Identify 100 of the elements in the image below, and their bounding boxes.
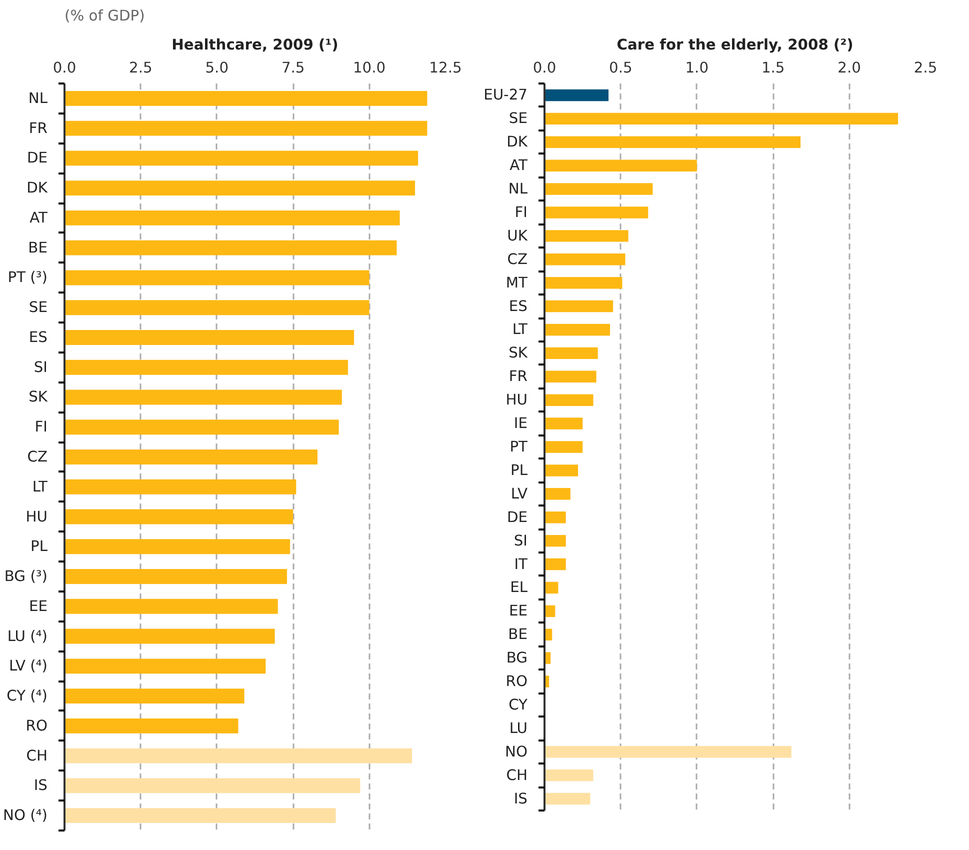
y-tick-label: DE [506, 508, 528, 526]
y-tick-label: NL [28, 90, 48, 107]
bar [64, 390, 342, 405]
bar [64, 718, 238, 734]
chart-title: Healthcare, 2009 (¹) [172, 36, 338, 54]
bar [64, 120, 428, 136]
bar [544, 347, 598, 360]
bar [544, 276, 622, 289]
bar [544, 558, 566, 570]
y-tick-label: FI [34, 418, 48, 436]
y-tick-label: CY (⁴) [6, 688, 48, 705]
bar [544, 792, 590, 805]
bar [64, 330, 354, 345]
bar [544, 534, 566, 547]
x-tick-label: 10.0 [352, 60, 386, 76]
bar [64, 270, 370, 286]
bar [544, 112, 898, 125]
chart-title: Care for the elderly, 2008 (²) [616, 36, 854, 54]
y-tick-label: IT [514, 556, 528, 573]
y-tick-label: NO [505, 743, 528, 760]
bar [64, 569, 288, 584]
y-tick-label: EL [510, 579, 528, 596]
y-tick-label: SI [34, 358, 48, 376]
y-tick-label: NL [508, 180, 528, 198]
x-tick-label: 12.5 [429, 60, 462, 76]
x-tick-label: 2.5 [914, 60, 938, 76]
x-tick-label: 7.5 [281, 60, 305, 76]
bar [544, 746, 792, 758]
y-tick-label: PT [510, 438, 528, 456]
bar [544, 206, 648, 218]
bar [64, 628, 275, 644]
y-tick-label: BE [28, 239, 48, 256]
y-tick-label: EE [28, 598, 48, 615]
y-tick-label: SI [514, 532, 528, 550]
y-tick-label: EU-27 [484, 86, 528, 104]
y-tick-label: MT [506, 274, 528, 292]
bar [64, 539, 290, 554]
y-tick-label: FR [508, 368, 528, 386]
y-tick-label: CZ [27, 448, 48, 466]
y-tick-label: PL [510, 462, 528, 479]
y-tick-label: HU [506, 392, 528, 409]
bar [64, 598, 278, 614]
bar [544, 418, 583, 430]
bar [64, 240, 397, 256]
y-tick-label: UK [507, 227, 528, 244]
y-tick-label: HU [26, 508, 48, 526]
y-tick-label: IS [34, 777, 48, 794]
x-tick-label: 1.5 [761, 60, 785, 76]
y-tick-label: RO [26, 717, 48, 734]
y-tick-label: PT (³) [8, 269, 48, 286]
bar [64, 509, 294, 524]
bar [64, 808, 336, 824]
y-tick-label: PL [30, 538, 48, 556]
y-tick-label: LU (⁴) [7, 628, 48, 645]
bar [544, 488, 570, 500]
bar [544, 89, 609, 102]
y-tick-label: LV (⁴) [8, 658, 48, 675]
bar [64, 360, 348, 375]
y-tick-label: DK [506, 134, 528, 151]
bar [544, 183, 653, 195]
bar [544, 324, 610, 336]
y-tick-label: DE [26, 150, 48, 167]
y-tick-label: SE [508, 110, 528, 128]
y-tick-label: RO [506, 673, 528, 690]
bar [64, 420, 339, 435]
chart-subtitle: (% of GDP) [64, 8, 145, 24]
y-tick-label: DK [26, 180, 48, 197]
bar [544, 136, 801, 148]
x-tick-label: 0.5 [609, 60, 632, 76]
bar [544, 300, 614, 312]
bar [64, 479, 296, 494]
y-tick-label: IE [514, 415, 528, 432]
y-tick-label: LT [32, 478, 48, 496]
bar [64, 300, 370, 316]
y-tick-label: SK [508, 344, 528, 362]
y-tick-label: BE [508, 626, 528, 644]
y-tick-label: AT [510, 157, 528, 174]
bar [64, 450, 318, 464]
y-tick-label: BG [506, 650, 528, 667]
y-tick-label: AT [30, 209, 48, 226]
y-tick-label: FI [514, 204, 528, 221]
y-tick-label: SE [28, 299, 48, 316]
x-tick-label: 2.0 [838, 60, 861, 76]
y-tick-label: CH [26, 747, 48, 764]
y-tick-label: SK [28, 388, 48, 406]
bar [544, 464, 578, 476]
x-tick-label: 1.0 [685, 60, 709, 76]
y-tick-label: LT [512, 321, 528, 338]
y-tick-label: LU [509, 720, 528, 737]
bar [544, 254, 626, 266]
bar [544, 394, 594, 406]
bar [64, 748, 412, 764]
bar [64, 150, 418, 166]
bar [64, 658, 266, 674]
x-tick-label: 0.0 [532, 60, 556, 76]
bar [64, 210, 400, 226]
bar [64, 778, 360, 794]
bar [544, 230, 628, 242]
bar [544, 511, 566, 524]
y-tick-label: ES [508, 298, 528, 315]
